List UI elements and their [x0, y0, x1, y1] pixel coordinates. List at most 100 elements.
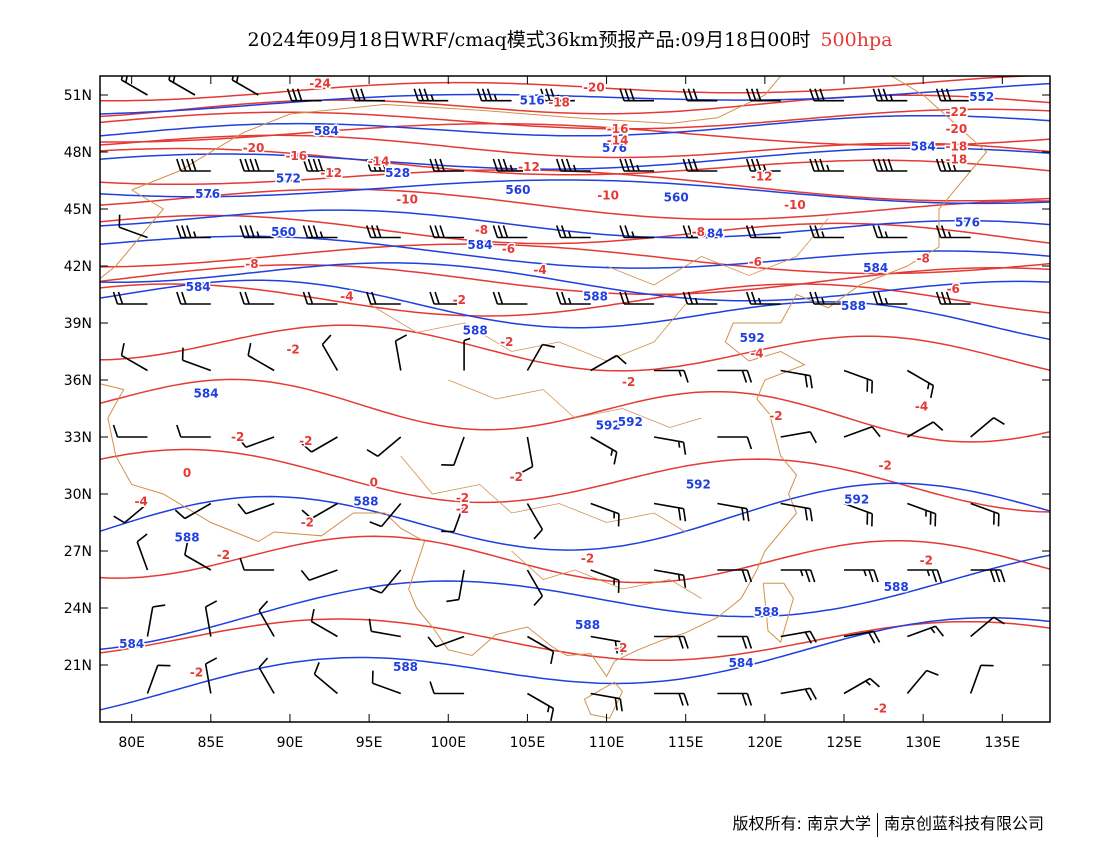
wind-barb: [476, 88, 512, 102]
wind-barb: [429, 158, 465, 172]
province-boundary: [606, 218, 829, 286]
temperature-label: -2: [301, 516, 314, 530]
lon-label: 105E: [510, 735, 546, 751]
wind-barb: [463, 337, 471, 371]
lon-label: 130E: [905, 735, 941, 751]
temperature-label: -2: [622, 375, 635, 389]
wind-barb: [492, 291, 528, 305]
wind-barb: [555, 158, 591, 172]
wind-barb: [809, 291, 845, 305]
temperature-label: -6: [749, 255, 762, 269]
wind-barb: [441, 436, 465, 466]
wind-barb: [176, 225, 211, 239]
height-label: 584: [911, 139, 936, 153]
temperature-contour: [100, 448, 1050, 513]
wind-barb: [302, 158, 338, 172]
boundary-line: [100, 76, 988, 678]
wind-barb: [231, 76, 259, 96]
wind-barb: [369, 502, 402, 528]
temperature-label: -4: [533, 263, 546, 277]
wind-barb: [120, 76, 148, 96]
temperature-contour: [100, 122, 1050, 147]
height-label: 552: [969, 90, 994, 104]
wind-barb: [429, 681, 465, 695]
temperature-label: -6: [947, 282, 960, 296]
height-label: 584: [699, 227, 724, 241]
temperature-label: -12: [751, 170, 773, 184]
temperature-label: -2: [510, 470, 523, 484]
wind-barb: [745, 158, 781, 172]
temperature-label: -4: [134, 495, 147, 509]
wind-barb: [301, 502, 338, 520]
lat-label: 36N: [64, 373, 92, 389]
temperature-label: -2: [299, 434, 312, 448]
lon-label: 80E: [118, 735, 145, 751]
wind-barb: [366, 291, 401, 305]
wind-barb: [371, 670, 402, 695]
lat-label: 48N: [64, 145, 92, 161]
wind-barb: [872, 158, 908, 172]
wind-barb: [302, 291, 338, 305]
height-label: 588: [583, 289, 608, 303]
lon-label: 100E: [430, 735, 466, 751]
wind-barb: [555, 225, 591, 239]
temperature-label: -18: [946, 139, 968, 153]
wind-barb: [258, 657, 275, 694]
height-label: 588: [575, 618, 600, 632]
title-level: 500hpa: [820, 29, 893, 51]
wind-barb: [310, 608, 338, 638]
lat-label: 27N: [64, 544, 92, 560]
temperature-label: -8: [245, 257, 258, 271]
height-label: 584: [314, 124, 339, 138]
map-title: 2024年09月18日WRF/cmaq模式36km预报产品:09月18日00时 5…: [0, 25, 1100, 52]
province-boundary: [448, 379, 702, 428]
temperature-contour: [100, 134, 1050, 159]
wind-barb: [780, 502, 813, 522]
wind-barb: [540, 88, 575, 102]
lat-label: 33N: [64, 430, 92, 446]
temperature-label: -4: [915, 400, 928, 414]
height-label: 584: [467, 238, 492, 252]
height-label: 592: [596, 419, 621, 433]
wind-barb: [682, 158, 718, 172]
temperature-label: -24: [309, 77, 331, 91]
footer-divider: [876, 812, 878, 837]
wind-barb: [429, 225, 465, 239]
title-main: 2024年09月18日WRF/cmaq模式36km预报产品:09月18日00时: [247, 29, 811, 51]
wind-barb: [286, 88, 322, 102]
wind-barb: [368, 618, 401, 638]
temperature-label: -10: [396, 193, 418, 207]
wind-barb: [366, 436, 402, 457]
lat-label: 21N: [64, 658, 92, 674]
wind-barb: [321, 334, 339, 371]
wind-barb: [590, 502, 620, 527]
height-label: 588: [393, 660, 418, 674]
temperature-label: -2: [581, 552, 594, 566]
wind-barb: [653, 569, 687, 588]
height-label: 576: [602, 141, 627, 155]
wind-barb: [181, 347, 212, 372]
lon-label: 110E: [589, 735, 625, 751]
height-contour: [100, 554, 1050, 651]
wind-barb: [653, 502, 687, 522]
temperature-contour: [100, 535, 1050, 584]
temperature-label: -4: [750, 346, 763, 360]
wind-barb: [717, 692, 753, 706]
lat-label: 51N: [64, 88, 92, 104]
lon-label: 125E: [826, 735, 862, 751]
wind-barb: [970, 502, 1000, 527]
wind-barb: [237, 436, 275, 449]
wind-barb: [809, 88, 845, 102]
temperature-label: -18: [548, 96, 570, 110]
wind-barb: [907, 625, 945, 638]
temperature-contour: [100, 324, 1050, 372]
height-contour: [100, 114, 1050, 137]
lon-label: 135E: [985, 735, 1021, 751]
height-contour: [100, 179, 1050, 205]
height-label: 584: [863, 261, 888, 275]
temperature-label: -2: [614, 641, 627, 655]
wind-barb: [429, 291, 465, 305]
temperature-label: -2: [231, 430, 244, 444]
lat-label: 45N: [64, 202, 92, 218]
height-label: 592: [686, 478, 711, 492]
